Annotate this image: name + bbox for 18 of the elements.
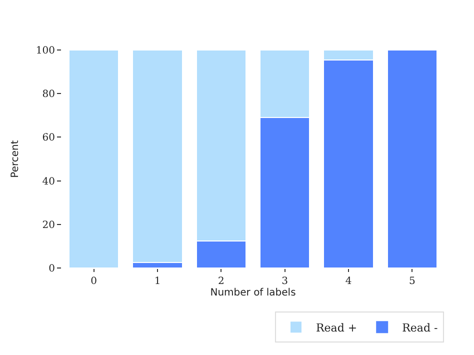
y-tick-label: 0 <box>48 264 55 274</box>
y-tick-label: 80 <box>42 89 55 100</box>
bar <box>68 50 120 268</box>
x-tick-label: 4 <box>345 276 352 287</box>
x-tick-label: 0 <box>90 276 98 287</box>
x-tick-label: 5 <box>408 276 416 287</box>
y-tick-label: 100 <box>36 46 55 56</box>
x-tick-label: 2 <box>218 276 224 287</box>
y-axis-title: Percent <box>10 140 21 178</box>
y-tick-label: 40 <box>42 176 55 188</box>
x-tick-label: 1 <box>154 276 161 287</box>
legend-label: Read - <box>402 321 438 334</box>
legend-label: Read + <box>316 321 358 334</box>
x-tick-label: 3 <box>282 276 288 287</box>
bar <box>386 50 438 268</box>
y-tick-label: 20 <box>42 220 55 231</box>
y-tick-label: 60 <box>42 132 55 144</box>
x-axis-title: Number of labels <box>210 288 296 298</box>
